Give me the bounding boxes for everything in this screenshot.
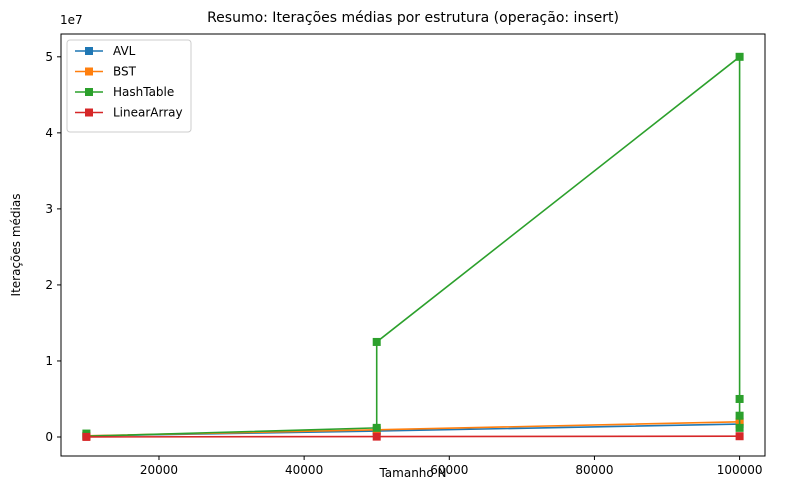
data-point-lineararray xyxy=(372,432,381,441)
data-point-hashtable xyxy=(735,411,744,420)
data-point-lineararray xyxy=(735,432,744,441)
x-tick-label: 60000 xyxy=(430,463,468,477)
legend: AVL BST HashTable LinearArray xyxy=(66,39,192,133)
y-tick-label: 1 xyxy=(45,354,53,368)
legend-marker-avl xyxy=(85,47,93,55)
legend-label-lineararray: LinearArray xyxy=(113,106,183,120)
legend-label-bst: BST xyxy=(113,65,137,79)
legend-box xyxy=(66,39,192,133)
y-tick-label: 5 xyxy=(45,50,53,64)
y-offset-label: 1e7 xyxy=(60,13,83,27)
x-tick-label: 100000 xyxy=(717,463,763,477)
x-tick-label: 80000 xyxy=(575,463,613,477)
chart-title: Resumo: Iterações médias por estrutura (… xyxy=(207,10,619,26)
data-point-hashtable xyxy=(372,337,381,346)
y-tick-label: 2 xyxy=(45,278,53,292)
y-tick-label: 0 xyxy=(45,430,53,444)
data-point-hashtable xyxy=(735,423,744,432)
y-tick-label: 3 xyxy=(45,202,53,216)
y-tick-label: 4 xyxy=(45,126,53,140)
legend-marker-lineararray xyxy=(85,108,93,117)
x-tick-label: 40000 xyxy=(285,463,323,477)
data-point-hashtable xyxy=(735,52,744,61)
legend-marker-bst xyxy=(85,67,93,76)
data-point-hashtable xyxy=(372,423,381,432)
series-line-lineararray xyxy=(86,435,740,438)
x-axis-label: Tamanho N xyxy=(378,466,446,480)
data-point-hashtable xyxy=(735,394,744,403)
legend-label-hashtable: HashTable xyxy=(113,85,174,99)
plot-area-frame xyxy=(60,33,766,457)
legend-marker-hashtable xyxy=(85,88,93,96)
data-point-lineararray xyxy=(82,432,91,441)
x-tick-label: 20000 xyxy=(140,463,178,477)
legend-label-avl: AVL xyxy=(113,44,136,58)
y-axis-label: Iterações médias xyxy=(9,194,23,297)
